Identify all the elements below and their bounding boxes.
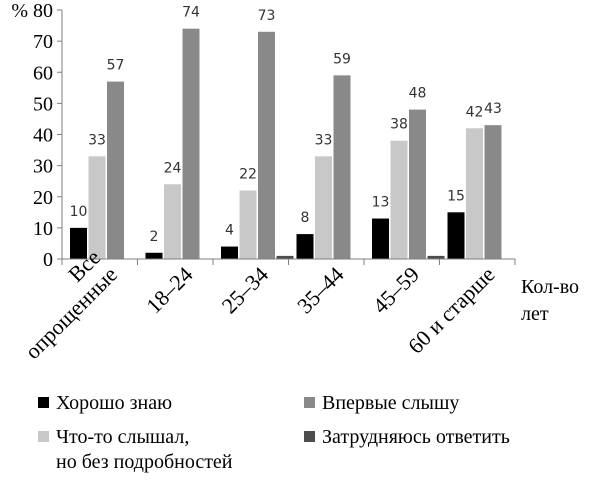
- y-tick-label: 40: [33, 125, 53, 147]
- y-tick-label: 70: [33, 31, 53, 53]
- bar: [107, 81, 124, 260]
- data-label: 33: [315, 132, 333, 148]
- data-label: 74: [182, 5, 200, 21]
- y-tick-label: % 80: [11, 0, 53, 22]
- bar: [390, 140, 408, 259]
- legend-label: Затрудняюсь ответить: [322, 426, 510, 448]
- bar: [333, 75, 351, 259]
- bar: [296, 234, 314, 259]
- data-label: 4: [225, 223, 234, 239]
- y-tick-label: 30: [33, 156, 53, 178]
- x-tick-label: Всеопрощенные: [3, 245, 122, 364]
- data-label: 33: [88, 132, 106, 148]
- y-tick-label: 60: [33, 62, 53, 84]
- bar: [88, 156, 106, 259]
- data-label: 10: [70, 204, 88, 220]
- y-tick-label: 20: [33, 187, 53, 209]
- bar: [315, 156, 332, 259]
- x-tick-label: 18–24: [141, 262, 198, 319]
- bar: [182, 28, 200, 259]
- data-label: 57: [107, 58, 125, 74]
- data-label: 13: [372, 195, 390, 211]
- bar: [372, 218, 389, 259]
- legend-swatch: [38, 431, 49, 442]
- x-tick-label: 35–44: [292, 262, 349, 319]
- legend-swatch: [38, 397, 49, 408]
- data-label: 22: [239, 167, 257, 183]
- data-label: 8: [301, 210, 310, 226]
- legend-swatch: [304, 431, 315, 442]
- bar: [145, 252, 163, 259]
- bar: [258, 31, 275, 259]
- y-tick-label: 50: [33, 93, 53, 115]
- bar: [484, 125, 502, 259]
- bar: [466, 128, 483, 259]
- legend-label: Что-то слышал, но без подробностей: [56, 426, 233, 473]
- data-label: 2: [150, 229, 159, 245]
- data-label: 43: [484, 101, 502, 117]
- y-tick-label: 0: [43, 249, 53, 271]
- bar: [221, 246, 238, 259]
- x-axis-title: Кол-во лет: [521, 276, 579, 325]
- y-tick-label: 10: [33, 218, 53, 240]
- x-tick-label: 45–59: [368, 262, 425, 319]
- bar: [409, 109, 426, 259]
- data-label: 24: [164, 160, 182, 176]
- bar: [239, 190, 257, 259]
- data-label: 15: [447, 188, 465, 204]
- data-label: 59: [333, 51, 351, 67]
- bar: [164, 184, 181, 259]
- data-label: 38: [390, 117, 408, 133]
- bar: [447, 212, 465, 259]
- data-label: 73: [258, 8, 276, 24]
- x-tick-label: 25–34: [217, 262, 274, 319]
- legend-swatch: [304, 397, 315, 408]
- bar: [276, 255, 294, 259]
- legend-label: Хорошо знаю: [56, 392, 172, 414]
- bar: [427, 255, 445, 259]
- data-label: 48: [409, 86, 427, 102]
- legend-label: Впервые слышу: [322, 392, 459, 414]
- bar: [70, 227, 87, 259]
- data-label: 42: [466, 104, 484, 120]
